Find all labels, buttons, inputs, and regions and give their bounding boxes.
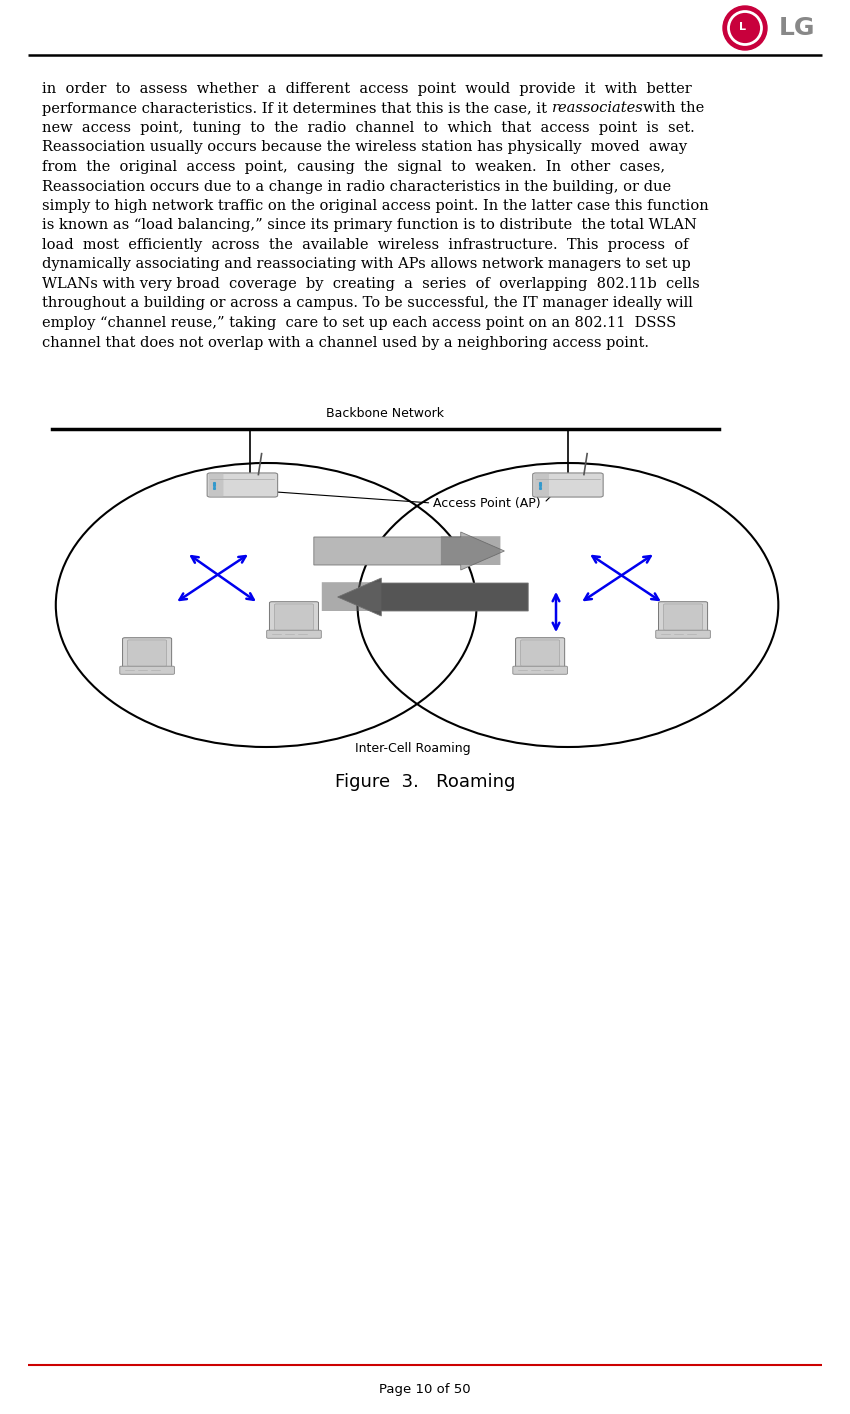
Text: channel that does not overlap with a channel used by a neighboring access point.: channel that does not overlap with a cha…	[42, 335, 649, 349]
Text: employ “channel reuse,” taking  care to set up each access point on an 802.11  D: employ “channel reuse,” taking care to s…	[42, 315, 677, 329]
FancyArrow shape	[314, 532, 504, 570]
FancyBboxPatch shape	[207, 472, 278, 498]
Text: Figure  3.   Roaming: Figure 3. Roaming	[335, 773, 515, 790]
FancyBboxPatch shape	[122, 638, 172, 669]
Text: L: L	[739, 23, 745, 33]
FancyBboxPatch shape	[322, 583, 382, 611]
FancyBboxPatch shape	[120, 666, 174, 674]
Text: new  access  point,  tuning  to  the  radio  channel  to  which  that  access  p: new access point, tuning to the radio ch…	[42, 122, 694, 134]
FancyBboxPatch shape	[516, 638, 564, 669]
Text: Backbone Network: Backbone Network	[326, 407, 445, 420]
FancyBboxPatch shape	[275, 604, 314, 631]
Text: is known as “load balancing,” since its primary function is to distribute  the t: is known as “load balancing,” since its …	[42, 219, 697, 232]
Text: with the: with the	[643, 102, 705, 116]
Text: performance characteristics. If it determines that this is the case, it: performance characteristics. If it deter…	[42, 102, 552, 116]
FancyBboxPatch shape	[267, 631, 321, 638]
Text: from  the  original  access  point,  causing  the  signal  to  weaken.  In  othe: from the original access point, causing …	[42, 160, 665, 174]
Text: Page 10 of 50: Page 10 of 50	[379, 1383, 471, 1397]
Text: in  order  to  assess  whether  a  different  access  point  would  provide  it : in order to assess whether a different a…	[42, 82, 692, 96]
FancyBboxPatch shape	[521, 641, 559, 666]
Text: load  most  efficiently  across  the  available  wireless  infrastructure.  This: load most efficiently across the availab…	[42, 238, 688, 252]
Text: Access Point (AP): Access Point (AP)	[433, 496, 541, 509]
Text: Inter-Cell Roaming: Inter-Cell Roaming	[355, 742, 471, 755]
Text: reassociates: reassociates	[552, 102, 643, 116]
FancyArrow shape	[337, 578, 528, 617]
FancyBboxPatch shape	[664, 604, 702, 631]
Text: WLANs with very broad  coverage  by  creating  a  series  of  overlapping  802.1: WLANs with very broad coverage by creati…	[42, 277, 700, 291]
Text: simply to high network traffic on the original access point. In the latter case : simply to high network traffic on the or…	[42, 199, 709, 214]
FancyBboxPatch shape	[533, 472, 604, 498]
FancyBboxPatch shape	[269, 602, 319, 632]
Text: LG: LG	[779, 16, 815, 40]
FancyBboxPatch shape	[513, 666, 568, 674]
Text: Reassociation occurs due to a change in radio characteristics in the building, o: Reassociation occurs due to a change in …	[42, 180, 672, 194]
Text: dynamically associating and reassociating with APs allows network managers to se: dynamically associating and reassociatin…	[42, 257, 691, 271]
FancyBboxPatch shape	[535, 474, 549, 496]
FancyBboxPatch shape	[128, 641, 167, 666]
Text: Reassociation usually occurs because the wireless station has physically  moved : Reassociation usually occurs because the…	[42, 140, 687, 154]
Text: throughout a building or across a campus. To be successful, the IT manager ideal: throughout a building or across a campus…	[42, 297, 693, 311]
FancyBboxPatch shape	[441, 536, 501, 566]
FancyBboxPatch shape	[209, 474, 224, 496]
FancyBboxPatch shape	[655, 631, 711, 638]
Circle shape	[723, 6, 767, 49]
FancyBboxPatch shape	[659, 602, 707, 632]
